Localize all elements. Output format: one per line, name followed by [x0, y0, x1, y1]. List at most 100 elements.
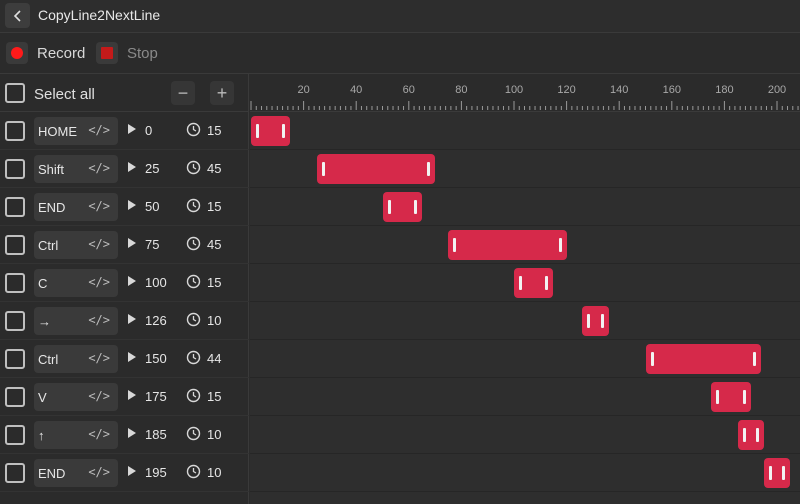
key-field[interactable]: Ctrl </> — [34, 345, 118, 373]
row-checkbox[interactable] — [5, 349, 25, 369]
start-value[interactable]: 75 — [145, 237, 160, 252]
key-field[interactable]: END </> — [34, 459, 118, 487]
code-icon[interactable]: </> — [88, 199, 110, 213]
end-handle[interactable] — [600, 314, 604, 328]
duration-value[interactable]: 10 — [207, 313, 222, 328]
code-icon[interactable]: </> — [88, 389, 110, 403]
start-handle[interactable] — [587, 314, 591, 328]
key-field[interactable]: HOME </> — [34, 117, 118, 145]
timeline-bar[interactable] — [448, 230, 567, 260]
row-checkbox[interactable] — [5, 425, 25, 445]
row-checkbox[interactable] — [5, 197, 25, 217]
row-checkbox[interactable] — [5, 463, 25, 483]
start-handle[interactable] — [256, 124, 259, 138]
key-label: HOME — [38, 124, 77, 139]
minus-icon: − — [177, 83, 189, 103]
start-value[interactable]: 50 — [145, 199, 160, 214]
stop-label[interactable]: Stop — [127, 45, 158, 62]
duration-value[interactable]: 15 — [207, 389, 222, 404]
duration-value[interactable]: 10 — [207, 427, 222, 442]
end-handle[interactable] — [755, 428, 759, 442]
key-field[interactable]: Ctrl </> — [34, 231, 118, 259]
start-value[interactable]: 126 — [145, 313, 167, 328]
duration-value[interactable]: 45 — [207, 237, 222, 252]
row-checkbox[interactable] — [5, 387, 25, 407]
add-row-button[interactable]: + — [210, 81, 234, 105]
key-row: Shift </> 25 45 — [0, 150, 249, 188]
code-icon[interactable]: </> — [88, 275, 110, 289]
row-checkbox[interactable] — [5, 121, 25, 141]
duration-value[interactable]: 15 — [207, 123, 222, 138]
key-field[interactable]: ↑ </> — [34, 421, 118, 449]
select-all-checkbox[interactable] — [5, 83, 25, 103]
end-handle[interactable] — [558, 238, 562, 252]
start-handle[interactable] — [768, 466, 772, 480]
end-handle[interactable] — [427, 162, 431, 176]
key-row: END </> 195 10 — [0, 454, 249, 492]
row-checkbox[interactable] — [5, 273, 25, 293]
start-handle[interactable] — [453, 238, 457, 252]
key-field[interactable]: Shift </> — [34, 155, 118, 183]
start-value[interactable]: 175 — [145, 389, 167, 404]
timeline-bar[interactable] — [645, 344, 762, 374]
code-icon[interactable]: </> — [88, 427, 110, 441]
duration-value[interactable]: 15 — [207, 275, 222, 290]
start-value[interactable]: 25 — [145, 161, 160, 176]
key-field[interactable]: V </> — [34, 383, 118, 411]
end-handle[interactable] — [742, 390, 746, 404]
start-value[interactable]: 195 — [145, 465, 167, 480]
clock-icon — [186, 198, 201, 213]
end-handle[interactable] — [545, 276, 549, 290]
start-handle[interactable] — [716, 390, 720, 404]
start-handle[interactable] — [519, 276, 522, 290]
back-button[interactable] — [5, 3, 30, 28]
duration-value[interactable]: 45 — [207, 161, 222, 176]
play-icon — [128, 124, 136, 134]
timeline-bar[interactable] — [737, 420, 764, 450]
end-handle[interactable] — [413, 200, 417, 214]
timeline-bar[interactable] — [514, 268, 554, 298]
timeline-bar[interactable] — [316, 154, 436, 184]
duration-value[interactable]: 44 — [207, 351, 222, 366]
end-handle[interactable] — [282, 124, 286, 138]
key-label: END — [38, 466, 66, 481]
timeline-track — [250, 302, 800, 340]
start-value[interactable]: 185 — [145, 427, 167, 442]
key-field[interactable]: END </> — [34, 193, 118, 221]
duration-value[interactable]: 10 — [207, 465, 222, 480]
start-handle[interactable] — [650, 352, 654, 366]
row-checkbox[interactable] — [5, 159, 25, 179]
start-value[interactable]: 0 — [145, 123, 153, 138]
ruler-tick-label: 60 — [402, 84, 415, 96]
code-icon[interactable]: </> — [88, 313, 110, 327]
start-handle[interactable] — [387, 200, 391, 214]
end-handle[interactable] — [753, 352, 757, 366]
timeline-bar[interactable] — [251, 116, 291, 146]
timeline-bar[interactable] — [582, 306, 609, 336]
start-handle[interactable] — [321, 162, 325, 176]
code-icon[interactable]: </> — [88, 237, 110, 251]
key-field[interactable]: → </> — [34, 307, 118, 335]
start-handle[interactable] — [742, 428, 746, 442]
key-label: C — [38, 276, 48, 291]
record-label[interactable]: Record — [37, 45, 86, 62]
key-field[interactable]: C </> — [34, 269, 118, 297]
timeline-bar[interactable] — [382, 192, 422, 222]
timeline-bar[interactable] — [711, 382, 751, 412]
row-checkbox[interactable] — [5, 311, 25, 331]
row-checkbox[interactable] — [5, 235, 25, 255]
code-icon[interactable]: </> — [88, 465, 110, 479]
stop-button[interactable] — [96, 42, 118, 64]
start-value[interactable]: 150 — [145, 351, 167, 366]
code-icon[interactable]: </> — [88, 123, 110, 137]
code-icon[interactable]: </> — [88, 161, 110, 175]
key-label: Ctrl — [38, 352, 59, 367]
code-icon[interactable]: </> — [88, 351, 110, 365]
remove-row-button[interactable]: − — [171, 81, 195, 105]
end-handle[interactable] — [782, 466, 786, 480]
start-value[interactable]: 100 — [145, 275, 167, 290]
timeline-bar[interactable] — [763, 458, 791, 488]
clock-icon — [186, 350, 201, 365]
duration-value[interactable]: 15 — [207, 199, 222, 214]
record-button[interactable] — [6, 42, 28, 64]
